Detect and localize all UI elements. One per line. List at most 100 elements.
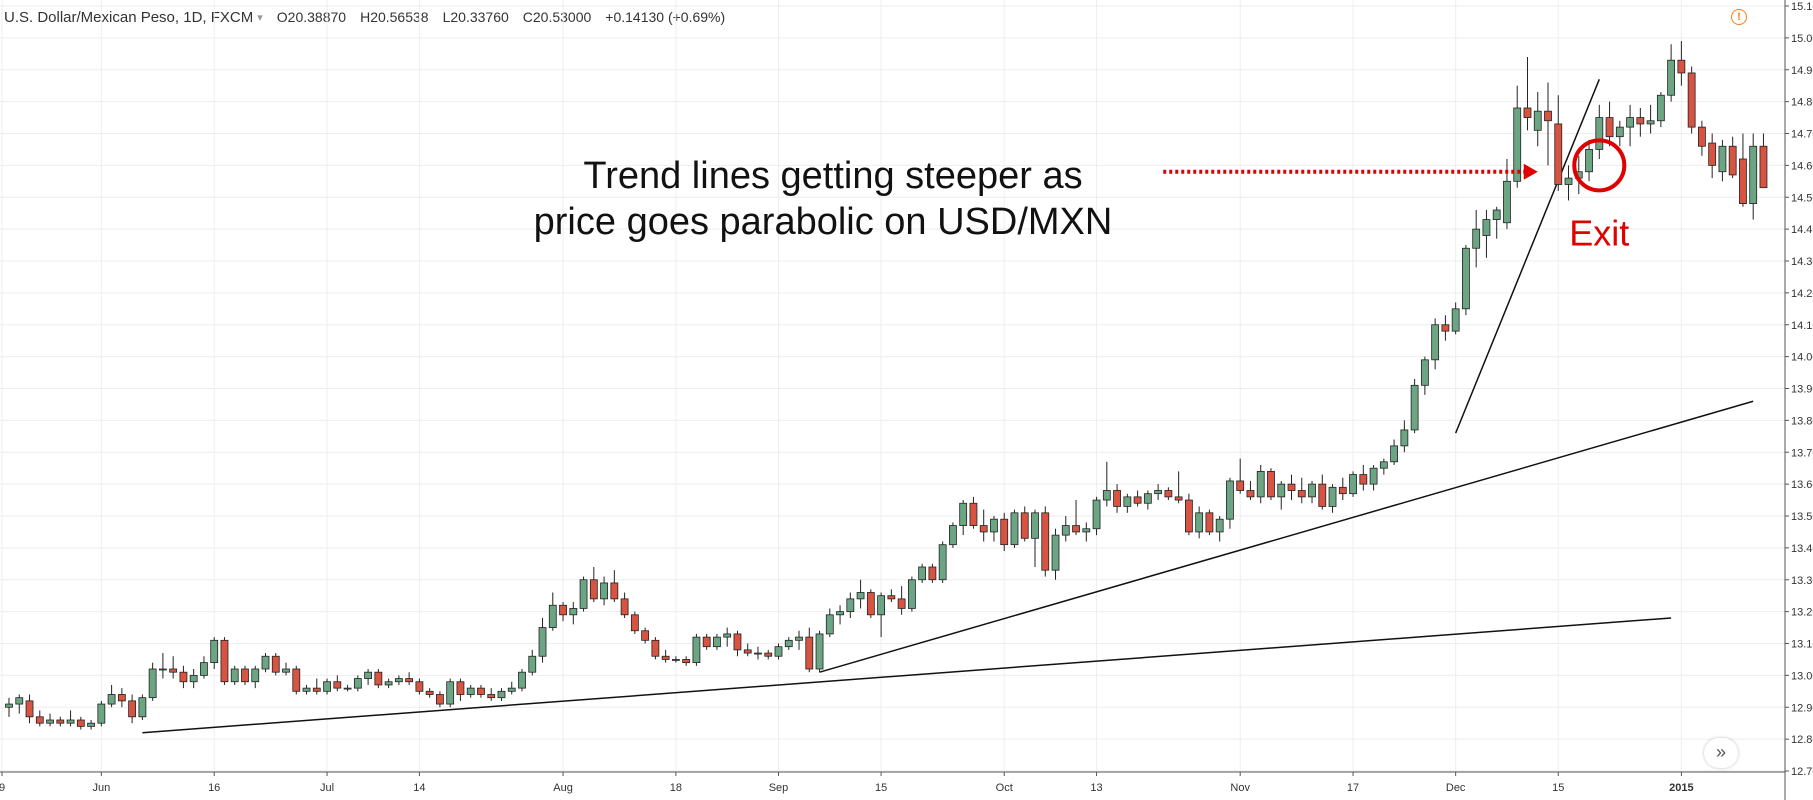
candle-body (518, 671, 526, 689)
candle-body (466, 687, 475, 695)
candle-up (672, 656, 680, 663)
candle-up (1277, 480, 1286, 510)
candle-body (261, 655, 270, 670)
candle-body (1749, 145, 1758, 205)
candle-body (1420, 359, 1429, 386)
candle-body (271, 655, 280, 673)
candle-body (969, 502, 978, 526)
candle-body (446, 681, 455, 705)
candle-down (1698, 120, 1706, 156)
candle-down (969, 496, 978, 529)
candle-body (600, 582, 608, 600)
x-tick-label: 15 (1552, 782, 1564, 794)
symbol-dropdown-icon[interactable]: ▾ (257, 11, 263, 24)
candle-up (497, 688, 506, 701)
candle-body (1492, 209, 1501, 220)
candle-down (1544, 82, 1552, 166)
candle-down (651, 637, 660, 660)
candles (5, 41, 1768, 730)
candle-body (1656, 94, 1665, 122)
candle-up (261, 653, 270, 673)
exit-circle (1572, 138, 1627, 193)
candle-body (589, 579, 598, 600)
y-tick-label: 14.80000 (1791, 97, 1813, 109)
candle-body (1154, 490, 1163, 495)
candle-body (405, 678, 414, 683)
candle-up (1154, 484, 1163, 501)
candle-down (733, 630, 742, 657)
candle-down (1113, 484, 1121, 513)
candle-down (1020, 506, 1029, 542)
candle-body (497, 690, 506, 699)
candle-down (25, 694, 34, 724)
candle-up (815, 630, 824, 673)
candle-body (579, 579, 588, 609)
candle-body (251, 668, 260, 683)
candle-body (282, 668, 290, 673)
candle-down (1000, 512, 1009, 552)
y-tick-label: 13.60000 (1791, 479, 1813, 491)
candle-body (1441, 324, 1450, 332)
candle-up (990, 516, 998, 542)
candle-body (815, 633, 824, 670)
candle-body (1667, 59, 1676, 96)
candle-body (1677, 59, 1686, 74)
candle-up (784, 637, 793, 650)
candle-body (1051, 534, 1060, 571)
candle-down (897, 586, 906, 615)
candle-up (713, 633, 721, 650)
y-tick-label: 14.70000 (1791, 129, 1813, 141)
candle-body (25, 700, 34, 718)
candle-body (1554, 123, 1563, 185)
candle-body (620, 598, 629, 616)
scroll-to-realtime-button[interactable]: » (1704, 738, 1738, 768)
x-tick-label: Sep (769, 782, 789, 794)
candle-up (1092, 496, 1101, 536)
x-tick-label: 13 (1090, 782, 1102, 794)
candle-up (846, 592, 855, 618)
candle-body (559, 604, 567, 616)
y-tick-label: 14.20000 (1791, 288, 1813, 300)
candle-up (1308, 480, 1316, 504)
candle-body (76, 719, 85, 727)
alert-icon[interactable]: ! (1731, 9, 1747, 25)
candle-body (1503, 180, 1511, 224)
candle-up (446, 678, 455, 708)
candle-body (56, 719, 65, 724)
trendline-medium (819, 400, 1754, 673)
symbol-title[interactable]: U.S. Dollar/Mexican Peso, 1D, FXCM (4, 8, 254, 26)
candle-up (1513, 85, 1522, 188)
candle-body (1226, 480, 1234, 520)
candle-down (179, 665, 188, 689)
candle-body (938, 544, 947, 581)
candle-body (877, 595, 885, 616)
candle-body (1000, 518, 1009, 546)
candle-up (795, 630, 803, 650)
candle-body (415, 681, 424, 692)
candle-body (66, 719, 75, 724)
candle-down (1297, 477, 1306, 504)
candle-down (661, 649, 670, 663)
candle-up (15, 694, 24, 714)
candle-body (1646, 120, 1655, 125)
candle-up (1061, 516, 1070, 542)
candle-body (1759, 145, 1768, 189)
candle-up (1031, 509, 1039, 567)
candle-up (1431, 318, 1440, 370)
candle-body (1092, 499, 1101, 530)
candle-body (302, 687, 311, 692)
x-tick-label: Aug (553, 782, 573, 794)
candle-down (35, 710, 44, 727)
y-tick-label: 14.50000 (1791, 192, 1813, 204)
candle-down (620, 592, 629, 618)
candle-up (1667, 44, 1676, 102)
candle-up (87, 720, 95, 730)
candle-body (35, 716, 44, 724)
candle-down (1267, 468, 1275, 501)
candle-body (1513, 107, 1522, 182)
candle-body (1369, 467, 1378, 485)
candle-down (220, 637, 229, 685)
candle-body (979, 525, 988, 533)
candle-up (251, 665, 260, 689)
